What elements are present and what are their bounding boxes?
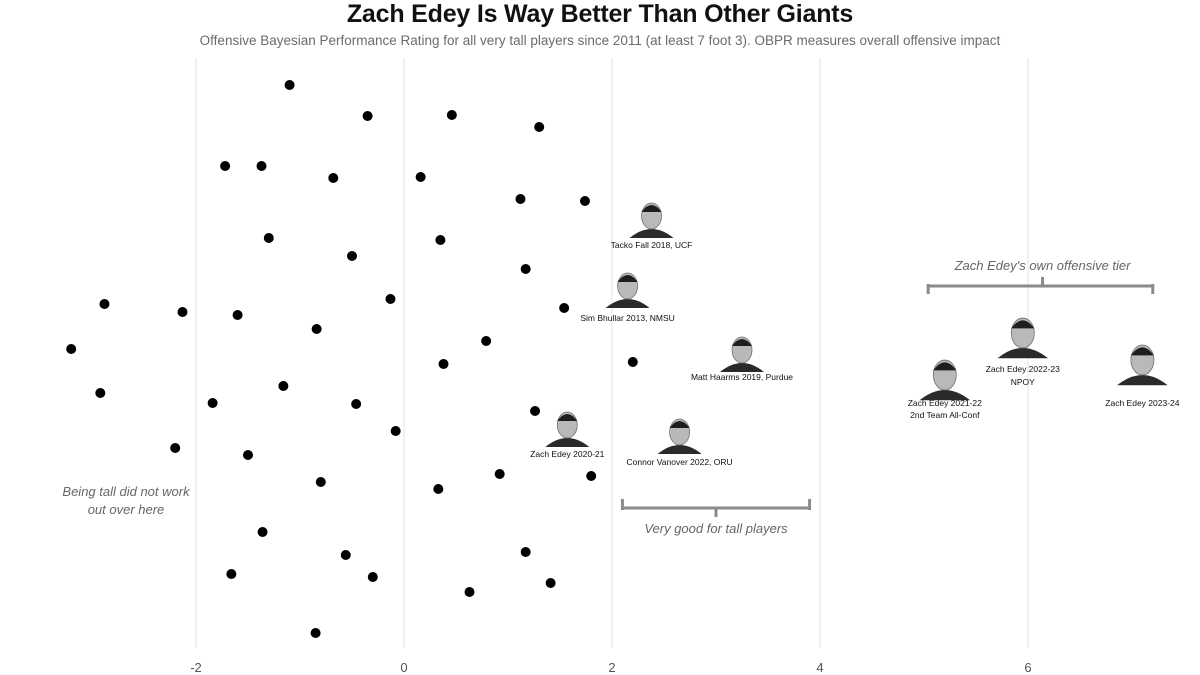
- data-point: [315, 477, 326, 487]
- player-shoulders: [997, 347, 1049, 359]
- highlighted-player: Matt Haarms 2019, Purdue: [691, 336, 793, 382]
- player-label-secondary: 2nd Team All-Conf: [910, 410, 980, 420]
- annotation-very-good: Very good for tall players: [644, 521, 788, 536]
- highlighted-player: Zach Edey 2020-21: [530, 411, 605, 459]
- data-point: [278, 381, 289, 391]
- player-label: Sim Bhullar 2013, NMSU: [580, 313, 674, 323]
- x-axis-ticks: -2 0 2 4 6: [190, 660, 1031, 675]
- player-label: Zach Edey 2023-24: [1105, 398, 1179, 408]
- x-tick-label: 2: [608, 660, 615, 675]
- data-point: [226, 569, 237, 579]
- player-label: Connor Vanover 2022, ORU: [627, 457, 733, 467]
- data-point: [559, 303, 570, 313]
- player-label-secondary: NPOY: [1011, 377, 1035, 387]
- data-points: [66, 80, 638, 638]
- player-label: Zach Edey 2022-23: [986, 364, 1060, 374]
- highlighted-players: Tacko Fall 2018, UCF Sim Bhullar 2013, NM…: [530, 202, 1180, 467]
- player-hair: [641, 205, 662, 212]
- bracket-edey-tier: [926, 277, 1155, 294]
- data-point: [311, 324, 322, 334]
- data-point: [351, 399, 362, 409]
- data-point: [390, 426, 401, 436]
- player-label: Tacko Fall 2018, UCF: [611, 240, 693, 250]
- data-point: [579, 196, 590, 206]
- annotation-not-work-line2: out over here: [88, 502, 165, 517]
- data-point: [627, 357, 638, 367]
- player-label: Zach Edey 2020-21: [530, 449, 604, 459]
- player-shoulders: [1117, 374, 1168, 386]
- highlighted-player: Sim Bhullar 2013, NMSU: [580, 272, 675, 323]
- player-shoulders: [629, 229, 674, 238]
- annotation-edey-tier: Zach Edey's own offensive tier: [954, 258, 1132, 273]
- data-point: [328, 173, 339, 183]
- data-point: [433, 484, 444, 494]
- data-point: [520, 264, 531, 274]
- data-point: [284, 80, 295, 90]
- data-point: [243, 450, 253, 460]
- data-point: [177, 307, 188, 317]
- data-point: [415, 172, 426, 182]
- data-point: [385, 294, 396, 304]
- data-point: [586, 471, 597, 481]
- grid-lines: [195, 58, 1029, 648]
- x-tick-label: 4: [816, 660, 823, 675]
- highlighted-player: Zach Edey 2023-24: [1105, 344, 1180, 408]
- data-point: [530, 406, 541, 416]
- data-point: [545, 578, 556, 588]
- data-point: [481, 336, 492, 346]
- data-point: [435, 235, 446, 245]
- x-tick-label: 0: [400, 660, 407, 675]
- player-shoulders: [720, 363, 764, 372]
- data-point: [340, 550, 351, 560]
- chart-subtitle: Offensive Bayesian Performance Rating fo…: [199, 33, 1001, 48]
- player-hair: [617, 275, 638, 282]
- data-point: [257, 527, 268, 537]
- player-shoulders: [545, 438, 590, 447]
- player-hair: [933, 362, 957, 371]
- data-point: [520, 547, 531, 557]
- player-hair: [732, 339, 752, 346]
- annotation-not-work: Being tall did not work: [62, 484, 191, 499]
- data-point: [95, 388, 106, 398]
- data-point: [256, 161, 267, 171]
- data-point: [220, 161, 231, 171]
- player-shoulders: [657, 445, 702, 454]
- player-label: Matt Haarms 2019, Purdue: [691, 372, 793, 382]
- data-point: [232, 310, 243, 320]
- x-tick-label: 6: [1024, 660, 1031, 675]
- data-point: [534, 122, 545, 132]
- player-hair: [1130, 347, 1154, 356]
- data-point: [362, 111, 373, 121]
- chart-title: Zach Edey Is Way Better Than Other Giant…: [346, 0, 854, 28]
- player-label: Zach Edey 2021-22: [908, 398, 982, 408]
- highlighted-player: Tacko Fall 2018, UCF: [611, 202, 693, 250]
- data-point: [494, 469, 505, 479]
- player-shoulders: [605, 299, 650, 308]
- highlighted-player: Zach Edey 2021-22 2nd Team All-Conf: [908, 359, 982, 420]
- highlighted-player: Zach Edey 2022-23 NPOY: [986, 317, 1060, 387]
- data-point: [66, 344, 77, 354]
- data-point: [99, 299, 110, 309]
- bracket-very-good: [620, 499, 812, 517]
- annotations: Being tall did not work out over here Very…: [62, 258, 1131, 536]
- player-hair: [1011, 320, 1035, 329]
- data-point: [515, 194, 526, 204]
- data-point: [310, 628, 321, 638]
- highlighted-player: Connor Vanover 2022, ORU: [627, 418, 733, 467]
- data-point: [446, 110, 457, 120]
- data-point: [367, 572, 378, 582]
- data-point: [347, 251, 357, 261]
- data-point: [438, 359, 449, 369]
- x-tick-label: -2: [190, 660, 202, 675]
- player-hair: [669, 421, 690, 428]
- player-hair: [557, 414, 578, 421]
- player-shoulders: [919, 389, 971, 401]
- data-point: [464, 587, 475, 597]
- data-point: [170, 443, 181, 453]
- annotation-brackets: [620, 277, 1155, 517]
- data-point: [207, 398, 218, 408]
- data-point: [263, 233, 274, 243]
